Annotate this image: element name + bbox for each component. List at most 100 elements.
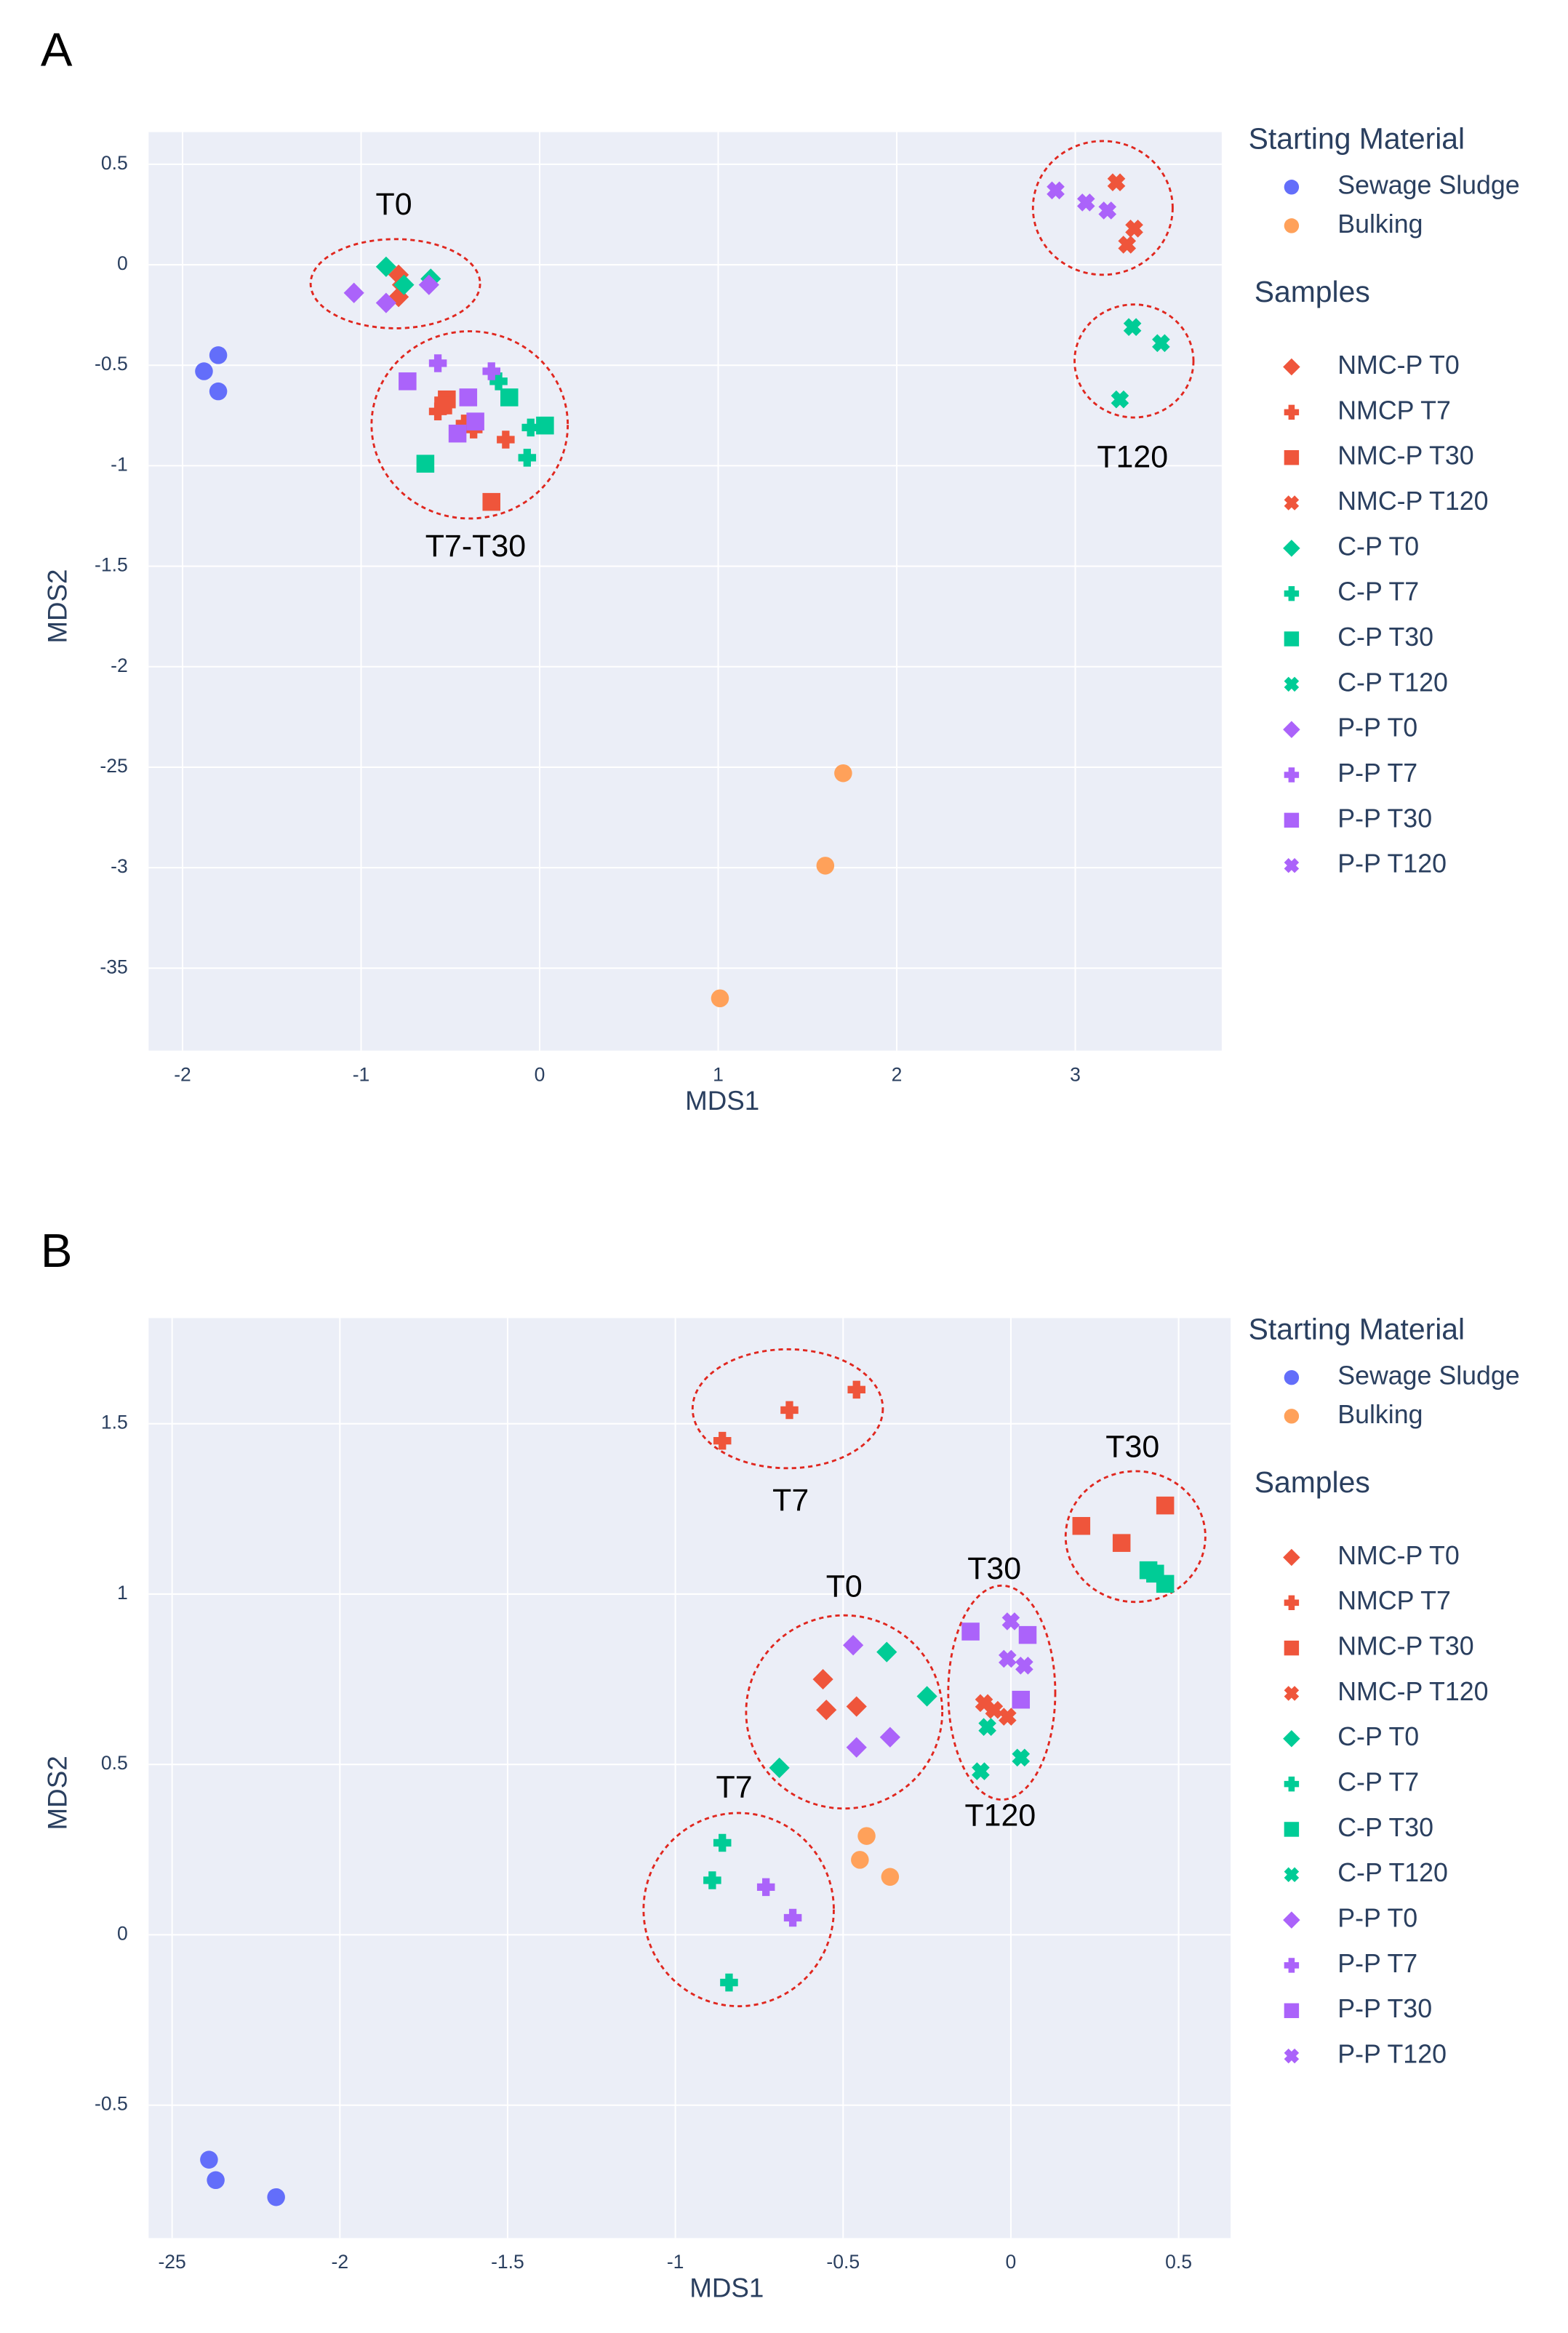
point: [851, 1851, 869, 1869]
legend-marker: [1283, 1911, 1300, 1929]
cluster-outline: [370, 330, 569, 520]
point: [267, 2188, 285, 2206]
point: [834, 764, 852, 783]
legend-title: Starting Material: [1249, 122, 1465, 156]
annotation: T120: [1097, 440, 1168, 475]
x-tick-label: 0.5: [1165, 2251, 1192, 2273]
x-tick-label: -1: [353, 1063, 370, 1085]
y-tick-label: -1.5: [95, 554, 128, 576]
legend-label: NMC-P T30: [1337, 1632, 1473, 1661]
legend-label: P-P T120: [1337, 849, 1447, 879]
legend-marker: [1284, 449, 1300, 465]
x-axis-label: MDS1: [685, 1086, 759, 1116]
y-tick-label: 1: [117, 1582, 128, 1604]
y-tick-label: -1: [111, 453, 128, 475]
legend-label: P-P T30: [1337, 804, 1432, 833]
point: [1111, 390, 1129, 409]
point: [1156, 1574, 1175, 1593]
legend-marker: [1284, 495, 1300, 511]
legend-label: P-P T120: [1337, 2040, 1447, 2069]
panel-label: A: [41, 23, 73, 76]
point: [972, 1762, 990, 1780]
x-tick-label: -0.5: [826, 2251, 860, 2273]
legend-label: C-P T7: [1337, 1768, 1419, 1797]
point: [482, 492, 500, 511]
legend-marker: [1284, 585, 1300, 601]
point: [1072, 1516, 1091, 1535]
annotation: T7: [772, 1483, 809, 1518]
y-tick-label: 0.5: [101, 152, 128, 174]
legend-marker: [1283, 540, 1300, 557]
annotation: T30: [1105, 1430, 1159, 1465]
point: [876, 1641, 897, 1662]
point: [418, 274, 439, 295]
annotation: T0: [376, 187, 412, 222]
legend-label: Sewage Sludge: [1337, 1361, 1519, 1390]
legend-marker: [1284, 2048, 1300, 2064]
point: [769, 1757, 790, 1778]
point: [816, 1700, 837, 1721]
legend-label: C-P T0: [1337, 532, 1419, 561]
legend-marker: [1284, 1822, 1300, 1837]
x-tick-label: -2: [174, 1063, 191, 1085]
point: [482, 362, 500, 380]
point: [497, 431, 515, 449]
panel-label: B: [41, 1224, 73, 1277]
point: [536, 416, 554, 435]
point: [521, 418, 540, 437]
point: [375, 256, 396, 277]
legend-label: P-P T0: [1337, 1904, 1417, 1933]
cluster-outline: [1073, 303, 1195, 419]
point: [466, 412, 484, 431]
point: [500, 388, 519, 407]
point: [846, 1737, 867, 1758]
point: [375, 292, 396, 313]
point: [713, 1833, 732, 1852]
legend-title: Starting Material: [1249, 1313, 1465, 1346]
legend-marker: [1284, 2003, 1300, 2018]
y-tick-label: -3: [111, 855, 128, 877]
cluster-outline: [691, 1348, 884, 1470]
annotation: T30: [967, 1551, 1021, 1586]
point: [207, 2171, 225, 2190]
point: [1125, 219, 1143, 238]
legend-label: NMC-P T0: [1337, 1541, 1460, 1570]
point: [756, 1878, 775, 1897]
legend-label: P-P T30: [1337, 1994, 1432, 2023]
point: [459, 388, 478, 407]
legend-label: NMC-P T0: [1337, 351, 1460, 380]
point: [711, 989, 729, 1008]
legend-marker: [1284, 812, 1300, 828]
legend-title: Samples: [1255, 1465, 1370, 1499]
x-tick-label: -1.5: [491, 2251, 524, 2273]
point: [1107, 173, 1126, 192]
legend-label: NMCP T7: [1337, 1586, 1451, 1615]
annotation: T120: [964, 1798, 1036, 1833]
point: [783, 1908, 802, 1927]
legend-marker: [1284, 1409, 1300, 1424]
point: [1112, 1534, 1131, 1552]
point: [416, 455, 435, 473]
point: [703, 1871, 721, 1889]
legend-marker: [1284, 1369, 1300, 1385]
y-tick-label: 0.5: [101, 1752, 128, 1774]
cluster-outline: [947, 1584, 1057, 1801]
annotation: T7-T30: [425, 529, 526, 564]
legend-title: Samples: [1255, 275, 1370, 308]
legend-marker: [1284, 1686, 1300, 1701]
legend-marker: [1284, 1595, 1300, 1611]
x-tick-label: 1: [713, 1063, 724, 1085]
cluster-outline: [642, 1812, 835, 2008]
point: [999, 1708, 1017, 1726]
y-tick-label: -0.5: [95, 2093, 128, 2115]
point: [434, 396, 452, 415]
y-tick-label: -2: [111, 655, 128, 676]
legend-label: NMCP T7: [1337, 396, 1451, 425]
x-tick-label: -1: [667, 2251, 684, 2273]
point: [489, 372, 508, 391]
point: [393, 274, 415, 295]
legend-marker: [1284, 1958, 1300, 1973]
point: [455, 415, 474, 433]
x-tick-label: -25: [158, 2251, 185, 2273]
point: [713, 1431, 732, 1450]
